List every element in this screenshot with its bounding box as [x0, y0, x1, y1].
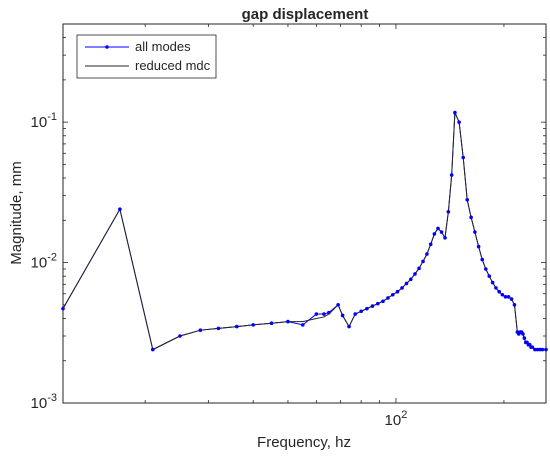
data-point-all-modes	[473, 230, 477, 234]
data-point-all-modes	[512, 303, 517, 307]
data-point-all-modes	[428, 242, 433, 247]
data-point-all-modes	[216, 326, 221, 331]
data-point-all-modes	[503, 295, 508, 299]
y-tick-label-exp: -2	[47, 252, 57, 264]
x-tick-label-base: 10	[385, 412, 402, 429]
data-point-all-modes	[301, 323, 305, 327]
legend-label-reduced-mdc: reduced mdc	[135, 58, 211, 73]
data-point-all-modes	[336, 303, 340, 307]
data-point-all-modes	[521, 332, 525, 336]
data-point-all-modes	[494, 286, 498, 290]
data-point-all-modes	[286, 319, 290, 324]
x-axis-label: Frequency, hz	[257, 434, 351, 451]
data-point-all-modes	[487, 274, 492, 278]
data-point-all-modes	[421, 259, 425, 264]
data-point-all-modes	[535, 347, 540, 352]
chart-title: gap displacement	[242, 6, 369, 23]
data-point-all-modes	[500, 292, 505, 297]
data-point-all-modes	[395, 289, 400, 294]
data-point-all-modes	[375, 301, 380, 306]
data-point-all-modes	[61, 306, 65, 311]
data-point-all-modes	[480, 257, 485, 262]
data-point-all-modes	[381, 299, 385, 304]
data-point-all-modes	[322, 312, 326, 316]
axis-ticks	[63, 23, 546, 404]
data-point-all-modes	[506, 295, 511, 299]
data-point-all-modes	[353, 312, 358, 316]
y-tick-label: 10-2	[31, 252, 57, 272]
y-tick-label-exp: -1	[47, 111, 57, 123]
y-tick-label: 10-3	[31, 392, 57, 412]
series-layer	[61, 110, 548, 352]
data-point-all-modes	[533, 347, 537, 352]
data-point-all-modes	[490, 280, 495, 285]
data-point-all-modes	[465, 197, 470, 202]
data-point-all-modes	[425, 252, 429, 256]
data-point-all-modes	[151, 347, 155, 352]
data-point-all-modes	[413, 272, 417, 276]
data-point-all-modes	[544, 347, 548, 352]
data-point-all-modes	[540, 347, 545, 352]
y-tick-label-base: 10	[31, 114, 48, 131]
data-point-all-modes	[457, 120, 461, 124]
data-point-all-modes	[476, 244, 481, 249]
data-point-all-modes	[370, 304, 375, 308]
plot-area	[61, 23, 548, 404]
data-point-all-modes	[178, 334, 182, 338]
data-point-all-modes	[530, 345, 535, 349]
y-axis-label: Magnitude, mm	[8, 161, 25, 264]
data-point-all-modes	[404, 281, 409, 286]
data-point-all-modes	[461, 155, 466, 160]
data-point-all-modes	[118, 207, 122, 211]
data-point-all-modes	[391, 292, 395, 297]
data-point-all-modes	[522, 336, 527, 340]
data-point-all-modes	[469, 215, 473, 220]
y-tick-label-base: 10	[31, 255, 48, 272]
data-point-all-modes	[251, 323, 255, 327]
data-point-all-modes	[386, 296, 390, 300]
data-point-all-modes	[483, 267, 488, 271]
data-point-all-modes	[446, 209, 451, 214]
data-point-all-modes	[497, 289, 501, 294]
data-point-all-modes	[365, 306, 369, 311]
data-point-all-modes	[234, 324, 239, 329]
legend-label-all-modes: all modes	[135, 39, 191, 54]
legend-box	[76, 34, 217, 79]
data-point-all-modes	[359, 309, 363, 314]
data-point-all-modes	[509, 297, 514, 301]
legend-marker-all-modes	[105, 45, 109, 49]
data-point-all-modes	[432, 232, 437, 236]
x-tick-label-exp: 2	[401, 409, 407, 421]
y-tick-label-base: 10	[31, 395, 48, 412]
data-point-all-modes	[314, 312, 319, 316]
y-tick-label: 10-1	[31, 111, 57, 131]
data-point-all-modes	[340, 313, 345, 318]
legend: all modes reduced mdc	[76, 34, 217, 79]
data-point-all-modes	[400, 286, 404, 290]
data-point-all-modes	[436, 226, 440, 231]
data-point-all-modes	[449, 173, 454, 177]
data-point-all-modes	[198, 328, 203, 332]
data-point-all-modes	[269, 321, 274, 326]
data-point-all-modes	[327, 310, 331, 315]
data-point-all-modes	[408, 277, 413, 282]
data-point-all-modes	[347, 324, 351, 329]
data-point-all-modes	[417, 266, 421, 271]
data-point-all-modes	[439, 230, 444, 234]
y-tick-label-exp: -3	[47, 392, 57, 404]
x-tick-label: 102	[385, 409, 408, 429]
data-point-all-modes	[453, 110, 457, 115]
plot-frame	[62, 23, 547, 404]
data-point-all-modes	[443, 236, 447, 240]
